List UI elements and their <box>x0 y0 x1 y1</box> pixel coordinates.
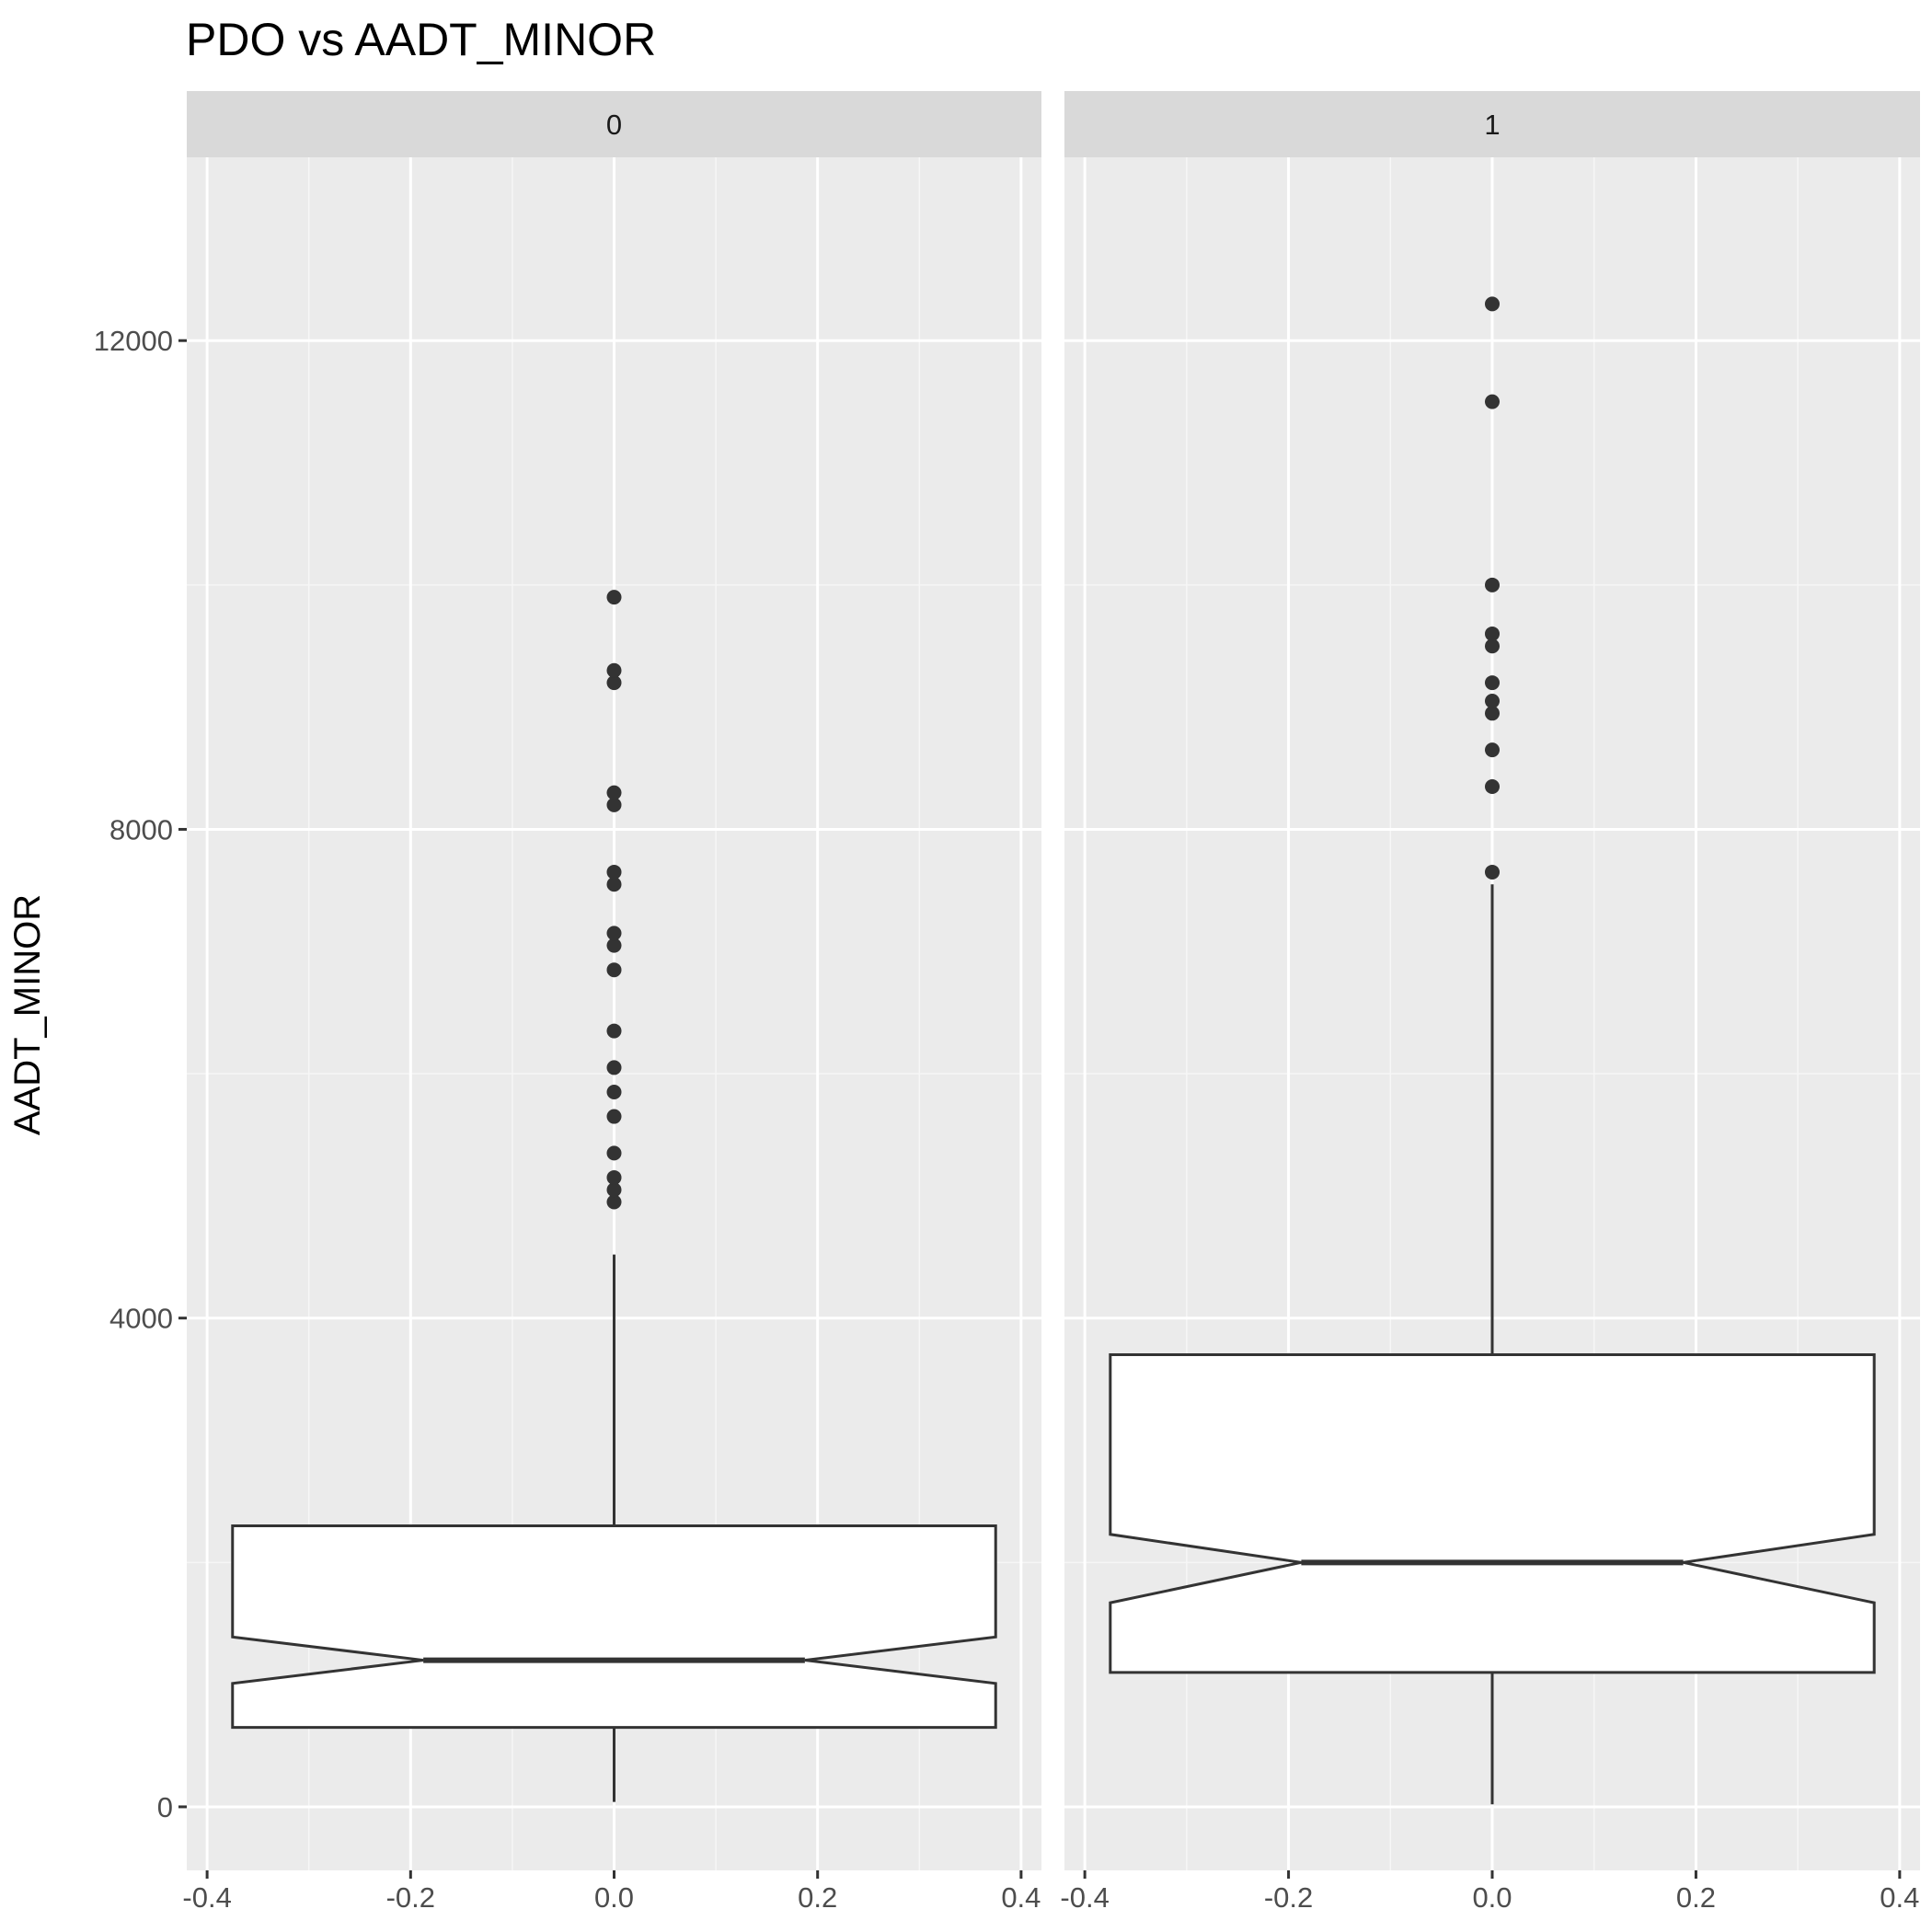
outlier-point <box>606 1194 622 1210</box>
facet-panel-0: 0 -0.4 -0.2 0.0 0.2 0.4 <box>182 91 1041 1914</box>
notched-box <box>1109 1353 1876 1674</box>
outlier-point <box>606 1084 622 1099</box>
outlier-point <box>606 937 622 953</box>
facet-strip <box>1064 91 1920 157</box>
x-tick-label: 0.4 <box>1880 1881 1919 1914</box>
x-tick-label: -0.4 <box>182 1881 231 1914</box>
outlier-point <box>606 864 622 880</box>
x-tick-label: -0.2 <box>386 1881 435 1914</box>
x-tick-label: -0.2 <box>1264 1881 1313 1914</box>
chart-title: PDO vs AADT_MINOR <box>186 14 656 65</box>
outlier-point <box>1485 394 1500 409</box>
facet-strip-label: 0 <box>606 109 622 141</box>
outlier-point <box>1485 296 1500 312</box>
notched-box <box>231 1524 997 1730</box>
facet-strip <box>187 91 1041 157</box>
facet-panels: 0 -0.4 -0.2 0.0 0.2 0.4 1 -0.4 -0.2 0.0 0.2 0.4 0 400… <box>94 91 1920 1914</box>
outlier-point <box>606 962 622 978</box>
y-tick-label: 8000 <box>109 813 173 845</box>
outlier-point <box>1485 778 1500 794</box>
outlier-point <box>1485 706 1500 721</box>
outlier-point <box>606 1182 622 1198</box>
outlier-point <box>606 1145 622 1161</box>
x-tick-label: 0.2 <box>1676 1881 1716 1914</box>
x-tick-label: 0.0 <box>1472 1881 1512 1914</box>
outlier-point <box>606 1060 622 1075</box>
outlier-point <box>606 1023 622 1039</box>
x-tick-label: -0.4 <box>1060 1881 1109 1914</box>
outlier-point <box>1485 675 1500 691</box>
outlier-point <box>606 675 622 691</box>
outlier-point <box>1485 864 1500 880</box>
x-tick-label: 0.4 <box>1001 1881 1041 1914</box>
outlier-point <box>1485 694 1500 709</box>
outlier-point <box>606 926 622 941</box>
outlier-point <box>606 877 622 892</box>
outlier-point <box>606 1169 622 1185</box>
outlier-point <box>606 785 622 800</box>
facet-strip-label: 1 <box>1484 109 1500 141</box>
outlier-point <box>606 797 622 812</box>
x-tick-label: 0.0 <box>594 1881 634 1914</box>
outlier-point <box>1485 577 1500 592</box>
outlier-point <box>1485 638 1500 654</box>
y-tick-label: 4000 <box>109 1303 173 1335</box>
x-tick-label: 0.2 <box>798 1881 837 1914</box>
outlier-point <box>1485 742 1500 758</box>
outlier-point <box>606 1109 622 1124</box>
facet-panel-1: 1 -0.4 -0.2 0.0 0.2 0.4 <box>1060 91 1920 1914</box>
y-tick-label: 12000 <box>94 325 173 357</box>
outlier-point <box>606 662 622 678</box>
y-tick-label: 0 <box>157 1791 173 1823</box>
outlier-point <box>606 590 622 605</box>
outlier-point <box>1485 626 1500 641</box>
y-axis-label: AADT_MINOR <box>7 894 48 1135</box>
